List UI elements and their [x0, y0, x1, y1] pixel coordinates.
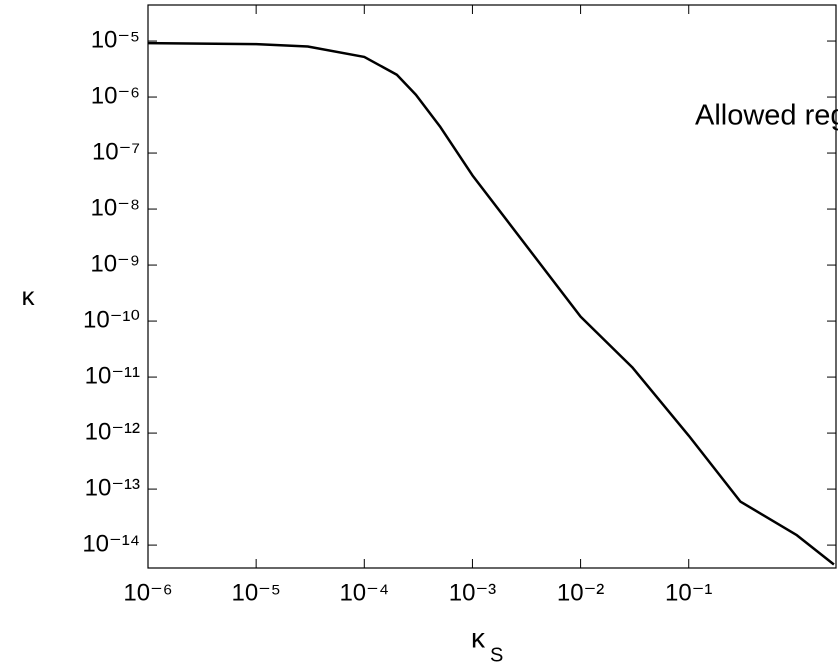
- y-tick-label: 10⁻¹²: [85, 418, 140, 445]
- y-tick-label: 10⁻⁵: [91, 26, 140, 53]
- y-tick-label: 10⁻⁸: [91, 194, 141, 221]
- y-tick-label: 10⁻⁷: [92, 138, 140, 165]
- x-tick-label: 10⁻⁴: [339, 579, 389, 606]
- x-tick-label: 10⁻¹: [665, 579, 712, 606]
- curve: [148, 41, 835, 566]
- y-tick-label: 10⁻¹⁰: [83, 306, 140, 333]
- y-tick-label: 10⁻¹³: [85, 474, 140, 501]
- y-tick-label: 10⁻¹¹: [85, 362, 140, 389]
- x-tick-label: 10⁻⁵: [231, 579, 280, 606]
- y-axis-label: κ: [22, 281, 36, 311]
- y-tick-label: 10⁻⁶: [91, 82, 140, 109]
- x-tick-label: 10⁻⁶: [123, 579, 172, 606]
- annotation: Allowed region: [695, 100, 838, 132]
- plot-frame: [147, 4, 837, 569]
- x-tick-label: 10⁻²: [557, 579, 604, 606]
- x-axis-label: κ: [471, 622, 486, 653]
- x-axis-label-sub: S: [490, 644, 503, 666]
- y-tick-label: 10⁻⁹: [90, 250, 140, 277]
- y-tick-label: 10⁻¹⁴: [82, 530, 140, 557]
- x-tick-label: 10⁻³: [449, 579, 496, 606]
